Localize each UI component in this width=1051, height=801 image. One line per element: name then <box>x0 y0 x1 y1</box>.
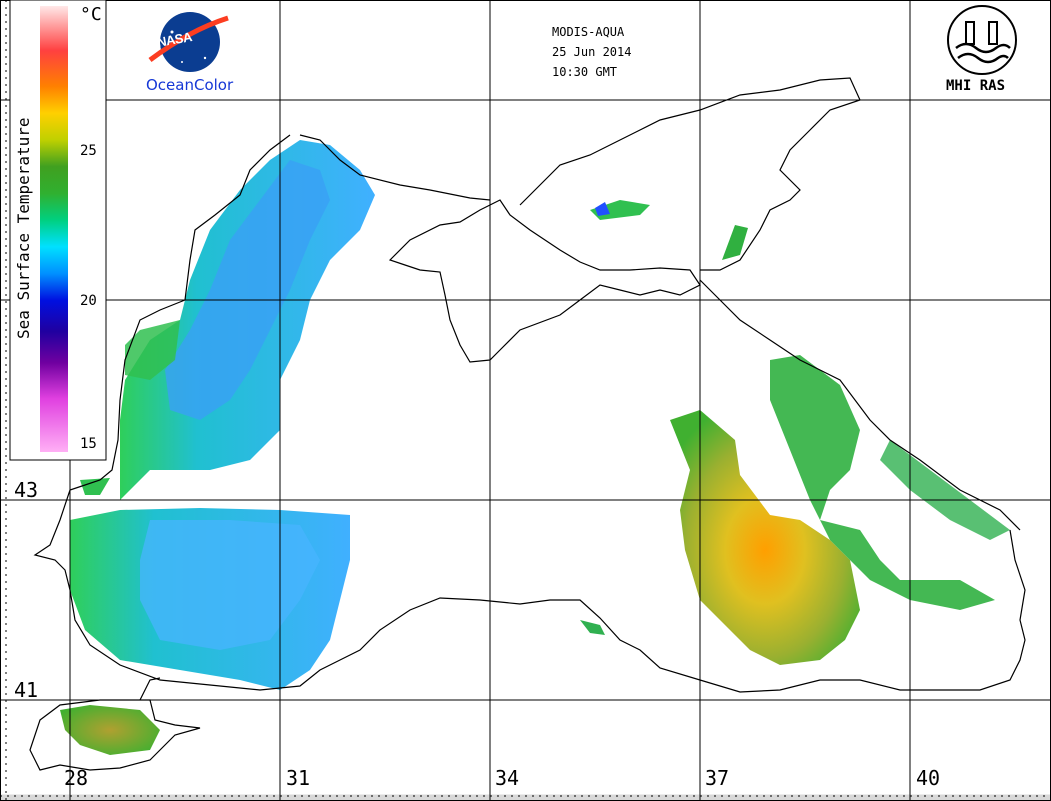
nasa-logo <box>148 12 229 72</box>
acquisition-date: 25 Jun 2014 <box>552 45 632 59</box>
sst-patch-azov-blue <box>595 202 610 216</box>
lon-label-40: 40 <box>916 766 941 790</box>
satellite-info: MODIS-AQUA 25 Jun 2014 10:30 GMT <box>552 22 631 82</box>
sst-patch-marmara <box>60 705 160 755</box>
coast-caucasus <box>699 279 1021 531</box>
sst-patch-danube <box>80 478 110 495</box>
legend-tick-25: 25 <box>80 143 97 159</box>
oceancolor-label: OceanColor <box>146 76 234 94</box>
lon-label-34: 34 <box>495 766 520 790</box>
lon-label-28: 28 <box>64 766 89 790</box>
legend <box>9 0 107 461</box>
satellite-name: MODIS-AQUA <box>552 25 625 39</box>
sst-patch-east <box>770 355 995 610</box>
lat-label-41: 41 <box>14 678 39 702</box>
legend-unit: °C <box>80 4 102 25</box>
legend-colorbar <box>40 6 68 452</box>
sst-patch-southwest-inner <box>140 520 320 650</box>
sst-patch-west-inner <box>165 160 330 420</box>
coast-north <box>299 134 491 201</box>
mhi-logo <box>947 5 1017 75</box>
acquisition-time: 10:30 GMT <box>552 65 618 79</box>
legend-title: Sea Surface Temperature <box>14 117 33 339</box>
coast-bosphorus <box>139 677 161 701</box>
sst-patch-turkey-coast <box>580 620 605 635</box>
coast-west <box>33 134 1026 693</box>
mhi-ras-label: MHI RAS <box>946 78 1006 94</box>
legend-tick-20: 20 <box>80 293 97 309</box>
lon-label-31: 31 <box>286 766 311 790</box>
sst-patch-east-coast <box>880 440 1010 540</box>
sst-patch-crimea-east <box>722 225 748 260</box>
lon-label-37: 37 <box>705 766 730 790</box>
sst-data-layer <box>60 140 1010 755</box>
coast-crimea <box>388 199 701 363</box>
sst-patch-southeast <box>670 410 860 665</box>
sst-patch-coast-green <box>125 320 180 380</box>
legend-tick-15: 15 <box>80 436 97 452</box>
lat-label-43: 43 <box>14 478 39 502</box>
